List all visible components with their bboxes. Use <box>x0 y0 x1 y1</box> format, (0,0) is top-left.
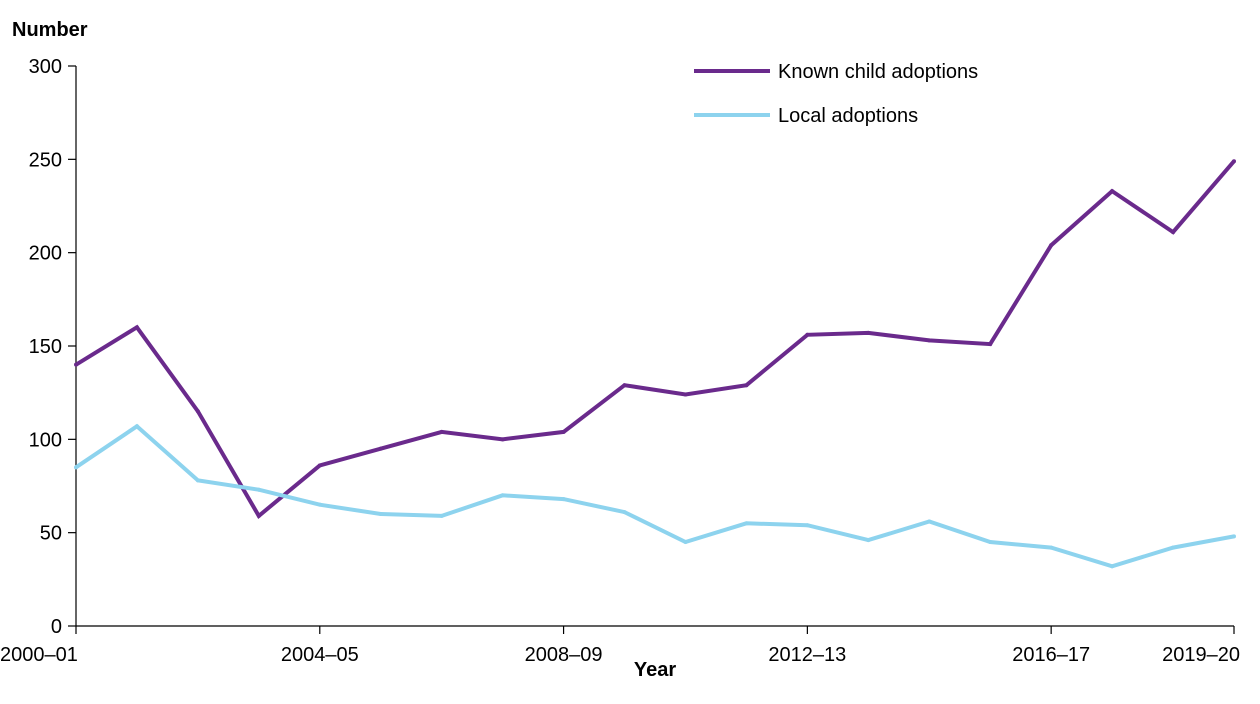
data-point-local-adoptions <box>1171 545 1176 550</box>
data-point-local-adoptions <box>561 497 566 502</box>
data-point-local-adoptions <box>439 513 444 518</box>
data-point-local-adoptions <box>988 540 993 544</box>
data-point-known-child-adoptions <box>805 332 810 337</box>
data-point-local-adoptions <box>195 478 200 483</box>
data-point-local-adoptions <box>622 510 627 515</box>
data-point-known-child-adoptions <box>1110 189 1115 194</box>
series-group <box>74 159 1236 569</box>
data-point-local-adoptions <box>805 523 810 528</box>
data-point-known-child-adoptions <box>439 429 444 434</box>
series-line-local-adoptions <box>74 423 1235 569</box>
data-point-known-child-adoptions <box>500 437 505 442</box>
x-tick-label: 2019–20 <box>1162 644 1240 666</box>
data-point-known-child-adoptions <box>317 463 322 468</box>
legend: Known child adoptions Local adoptions <box>694 61 978 127</box>
data-point-known-child-adoptions <box>74 362 78 367</box>
data-point-local-adoptions <box>256 487 261 492</box>
y-axis-title: Number <box>12 19 88 41</box>
data-point-known-child-adoptions <box>988 342 993 347</box>
data-point-local-adoptions <box>134 424 139 429</box>
data-point-known-child-adoptions <box>561 429 566 434</box>
y-tick-label: 150 <box>29 336 62 358</box>
legend-label: Known child adoptions <box>778 61 978 83</box>
data-point-local-adoptions <box>500 493 505 498</box>
y-tick-label: 200 <box>29 243 62 265</box>
data-point-known-child-adoptions <box>378 446 383 451</box>
data-point-local-adoptions <box>1110 564 1115 569</box>
data-point-known-child-adoptions <box>927 338 932 343</box>
y-tick-label: 0 <box>51 616 62 638</box>
data-point-known-child-adoptions <box>683 392 688 397</box>
data-point-known-child-adoptions <box>1232 159 1236 164</box>
series-line-known-child-adoptions <box>74 159 1236 519</box>
y-tick-label: 300 <box>29 56 62 78</box>
data-point-local-adoptions <box>927 519 932 524</box>
y-tick-label: 250 <box>29 149 62 171</box>
x-axis: 2000–01 2004–05 2008–09 2012–13 2016–17 2019–… <box>0 625 1240 666</box>
data-point-local-adoptions <box>1232 534 1236 539</box>
data-point-known-child-adoptions <box>1171 230 1176 235</box>
data-point-known-child-adoptions <box>744 383 749 388</box>
data-point-local-adoptions <box>1049 545 1054 550</box>
data-point-local-adoptions <box>683 540 688 544</box>
data-point-known-child-adoptions <box>866 330 871 335</box>
y-tick-label: 50 <box>40 523 62 545</box>
data-point-known-child-adoptions <box>195 409 200 414</box>
legend-label: Local adoptions <box>778 105 918 127</box>
data-point-local-adoptions <box>317 502 322 507</box>
data-point-local-adoptions <box>744 521 749 526</box>
x-tick-label: 2012–13 <box>768 644 846 666</box>
data-point-local-adoptions <box>74 465 78 470</box>
data-point-local-adoptions <box>378 512 383 516</box>
data-point-known-child-adoptions <box>622 383 627 388</box>
x-tick-label: 2000–01 <box>0 644 78 666</box>
data-point-known-child-adoptions <box>1049 243 1054 248</box>
y-axis: 0 50 100 150 200 250 300 <box>29 56 77 638</box>
x-tick-label: 2016–17 <box>1012 644 1090 666</box>
x-tick-label: 2004–05 <box>281 644 359 666</box>
data-point-known-child-adoptions <box>134 325 139 330</box>
x-axis-title: Year <box>634 659 676 681</box>
y-tick-label: 100 <box>29 429 62 451</box>
data-point-local-adoptions <box>866 538 871 543</box>
data-point-known-child-adoptions <box>256 513 261 518</box>
x-tick-label: 2008–09 <box>525 644 603 666</box>
